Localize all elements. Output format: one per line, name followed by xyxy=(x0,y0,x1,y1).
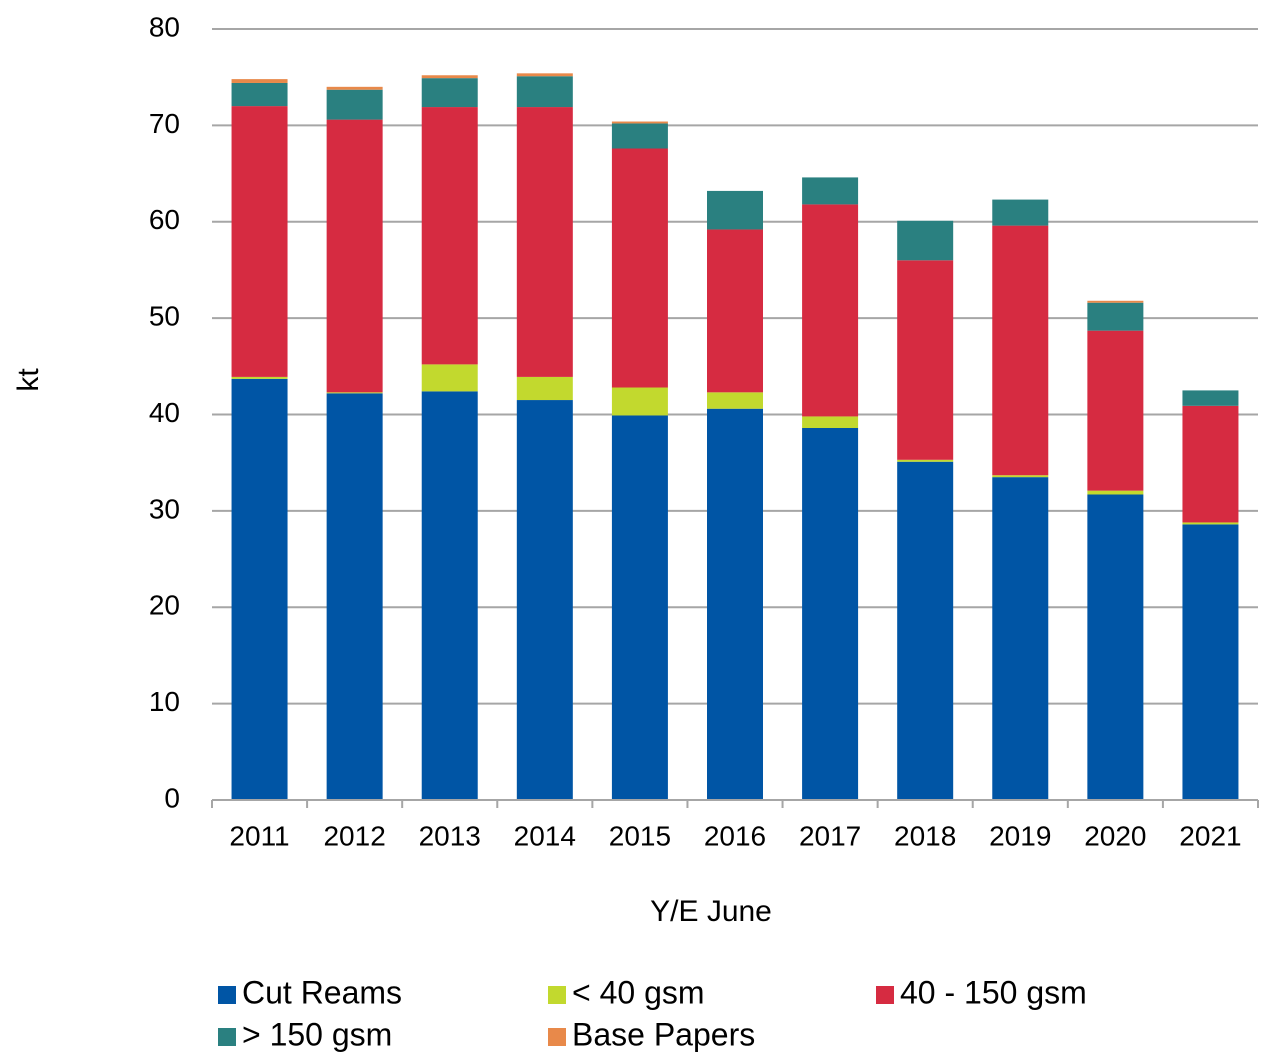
y-axis-title: kt xyxy=(12,368,45,392)
bar-segment xyxy=(421,391,478,800)
bar-segment xyxy=(897,260,954,460)
x-tick-label: 2018 xyxy=(894,820,956,851)
bar-segment xyxy=(326,86,383,90)
y-tick-label: 20 xyxy=(149,590,180,621)
legend-label: 40 - 150 gsm xyxy=(900,974,1087,1010)
bar-segment xyxy=(231,378,288,800)
bar-segment xyxy=(231,106,288,377)
bar-segment xyxy=(802,177,859,205)
x-tick-label: 2014 xyxy=(514,820,576,851)
bar-segment xyxy=(516,76,573,108)
x-tick-label: 2019 xyxy=(989,820,1051,851)
bar-segment xyxy=(707,190,763,230)
bar-segment xyxy=(516,73,573,77)
bar-segment xyxy=(802,427,859,800)
bar-segment xyxy=(611,387,668,416)
bar-segment xyxy=(707,392,763,409)
bar-segment xyxy=(1182,405,1239,523)
y-tick-label: 50 xyxy=(149,301,180,332)
bar-segment xyxy=(326,119,383,393)
bar-segment xyxy=(897,459,954,462)
y-tick-label: 10 xyxy=(149,686,180,717)
x-tick-label: 2020 xyxy=(1084,820,1146,851)
bar-segment xyxy=(326,392,383,394)
bar-segment xyxy=(516,107,573,377)
bar-segment xyxy=(1087,330,1144,491)
bar-segment xyxy=(611,121,668,124)
bar-segment xyxy=(421,75,478,79)
legend-label: < 40 gsm xyxy=(572,974,705,1010)
bar-segment xyxy=(516,400,573,800)
legend-label: Base Papers xyxy=(572,1016,755,1052)
x-tick-label: 2015 xyxy=(609,820,671,851)
y-tick-label: 40 xyxy=(149,397,180,428)
x-tick-label: 2011 xyxy=(229,820,289,851)
bar-segment xyxy=(707,229,763,393)
bar-segment xyxy=(516,376,573,401)
legend-label: Cut Reams xyxy=(242,974,402,1010)
bar-segment xyxy=(1182,390,1239,406)
bar-segment xyxy=(897,220,954,261)
bar-segment xyxy=(421,364,478,392)
legend-swatch xyxy=(876,986,894,1004)
bar-segment xyxy=(326,89,383,120)
bar-segment xyxy=(421,107,478,365)
legend-swatch xyxy=(218,986,236,1004)
bar-segment xyxy=(992,475,1049,478)
x-axis-title: Y/E June xyxy=(650,895,772,928)
bar-segment xyxy=(611,415,668,800)
y-tick-label: 80 xyxy=(149,11,180,42)
bar-segment xyxy=(611,148,668,388)
bar-segment xyxy=(611,123,668,149)
bar-segment xyxy=(1087,302,1144,331)
bar-segment xyxy=(707,408,763,800)
bar-segment xyxy=(802,204,859,417)
bar-segment xyxy=(992,477,1049,800)
x-tick-label: 2013 xyxy=(419,820,481,851)
bar-segment xyxy=(231,376,288,379)
x-tick-label: 2021 xyxy=(1179,820,1241,851)
bar-segment xyxy=(231,79,288,83)
bar-segment xyxy=(1087,300,1144,303)
bar-segment xyxy=(1182,524,1239,800)
legend-swatch xyxy=(548,986,566,1004)
bar-segment xyxy=(992,199,1049,226)
bar-segment xyxy=(897,461,954,800)
legend-swatch xyxy=(548,1028,566,1046)
bar-segment xyxy=(1182,522,1239,525)
bar-segment xyxy=(231,82,288,107)
x-tick-label: 2017 xyxy=(799,820,861,851)
bar-segment xyxy=(1087,494,1144,800)
x-tick-label: 2016 xyxy=(704,820,766,851)
bar-segment xyxy=(326,393,383,800)
y-tick-label: 30 xyxy=(149,493,180,524)
y-tick-label: 60 xyxy=(149,204,180,235)
bar-segment xyxy=(992,225,1049,476)
bar-segment xyxy=(802,416,859,428)
y-tick-label: 0 xyxy=(164,782,180,813)
x-tick-label: 2012 xyxy=(323,820,385,851)
bar-segment xyxy=(421,78,478,108)
legend-swatch xyxy=(218,1028,236,1046)
y-tick-label: 70 xyxy=(149,108,180,139)
bar-segment xyxy=(1087,490,1144,495)
legend-label: > 150 gsm xyxy=(242,1016,392,1052)
